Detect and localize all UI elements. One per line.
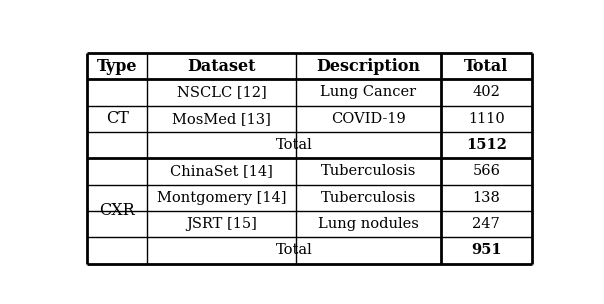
Text: Total: Total (464, 57, 509, 74)
Text: CXR: CXR (99, 202, 135, 219)
Text: Type: Type (97, 57, 138, 74)
Text: JSRT [15]: JSRT [15] (186, 217, 257, 231)
Text: NSCLC [12]: NSCLC [12] (177, 85, 266, 99)
Text: 402: 402 (472, 85, 500, 99)
Text: 1512: 1512 (466, 138, 507, 152)
Text: Total: Total (275, 138, 312, 152)
Text: Montgomery [14]: Montgomery [14] (157, 191, 286, 205)
Text: 1110: 1110 (468, 112, 505, 126)
Text: Lung nodules: Lung nodules (318, 217, 419, 231)
Text: Tuberculosis: Tuberculosis (321, 164, 416, 178)
Text: ChinaSet [14]: ChinaSet [14] (170, 164, 273, 178)
Text: Dataset: Dataset (187, 57, 256, 74)
Text: CT: CT (106, 110, 129, 127)
Text: Tuberculosis: Tuberculosis (321, 191, 416, 205)
Text: Total: Total (275, 244, 312, 257)
Text: 138: 138 (472, 191, 500, 205)
Text: Description: Description (316, 57, 420, 74)
Text: 951: 951 (471, 244, 502, 257)
Text: MosMed [13]: MosMed [13] (172, 112, 271, 126)
Text: 566: 566 (472, 164, 500, 178)
Text: COVID-19: COVID-19 (331, 112, 406, 126)
Text: Lung Cancer: Lung Cancer (320, 85, 417, 99)
Text: 247: 247 (472, 217, 500, 231)
